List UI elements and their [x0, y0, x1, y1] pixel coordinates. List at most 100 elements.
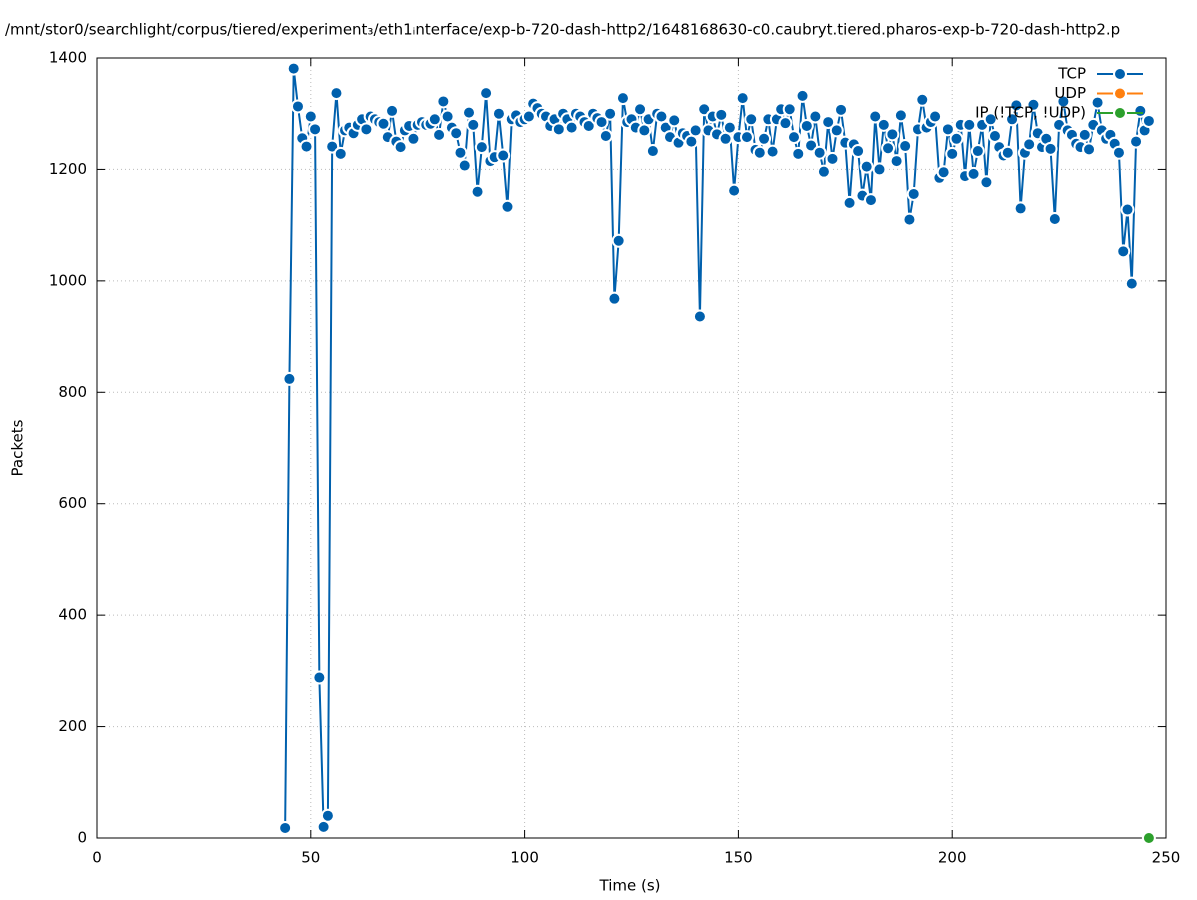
data-point — [290, 99, 305, 114]
data-point — [611, 233, 626, 248]
y-tick-label: 0 — [77, 829, 87, 847]
data-point — [688, 123, 703, 138]
data-point — [303, 109, 318, 124]
data-point — [1077, 127, 1092, 142]
x-tick-label: 50 — [301, 849, 320, 867]
data-point — [521, 109, 536, 124]
data-point — [928, 109, 943, 124]
data-point — [795, 88, 810, 103]
data-point — [881, 141, 896, 156]
data-point — [1026, 97, 1041, 112]
data-point — [474, 140, 489, 155]
data-point — [1056, 94, 1071, 109]
data-point — [1047, 212, 1062, 227]
data-point — [1133, 103, 1148, 118]
data-point — [727, 183, 742, 198]
data-point — [376, 116, 391, 131]
data-point — [470, 184, 485, 199]
data-point — [949, 131, 964, 146]
data-point — [1005, 112, 1020, 127]
data-point — [739, 130, 754, 145]
data-point — [1000, 145, 1015, 160]
data-point — [851, 144, 866, 159]
data-point — [453, 145, 468, 160]
data-point — [808, 109, 823, 124]
data-point — [829, 123, 844, 138]
data-point — [757, 131, 772, 146]
data-point — [607, 291, 622, 306]
legend-label: IP (!TCP, !UDP) — [975, 104, 1086, 122]
data-point — [333, 146, 348, 161]
legend-marker — [1113, 106, 1127, 120]
data-point — [799, 118, 814, 133]
data-point — [714, 107, 729, 122]
data-point — [359, 122, 374, 137]
data-point — [816, 164, 831, 179]
data-point — [863, 193, 878, 208]
legend-marker — [1113, 67, 1127, 81]
data-point — [427, 112, 442, 127]
data-point — [308, 122, 323, 137]
y-tick-label: 1200 — [49, 160, 87, 178]
x-tick-label: 0 — [92, 849, 102, 867]
data-point — [834, 102, 849, 117]
data-point — [462, 105, 477, 120]
data-point — [551, 122, 566, 137]
data-point — [812, 145, 827, 160]
data-point — [1124, 276, 1139, 291]
data-point — [1120, 202, 1135, 217]
data-point — [406, 131, 421, 146]
data-point — [457, 158, 472, 173]
y-tick-label: 1400 — [49, 49, 87, 67]
data-point — [744, 112, 759, 127]
data-point — [1043, 141, 1058, 156]
data-point — [825, 151, 840, 166]
data-point — [393, 140, 408, 155]
data-point — [945, 146, 960, 161]
data-point — [915, 92, 930, 107]
data-point — [329, 86, 344, 101]
data-point — [500, 199, 515, 214]
y-tick-label: 400 — [58, 606, 87, 624]
data-point — [1141, 831, 1156, 845]
chart-title: /mnt/stor0/searchlight/corpus/tiered/exp… — [5, 21, 1120, 39]
data-point — [885, 127, 900, 142]
data-point — [898, 139, 913, 154]
data-point — [1022, 137, 1037, 152]
legend-label: UDP — [1054, 84, 1086, 102]
data-point — [906, 186, 921, 201]
data-point — [667, 113, 682, 128]
data-point — [564, 120, 579, 135]
data-point — [1009, 98, 1024, 113]
data-point — [312, 670, 327, 685]
series-line — [284, 68, 1150, 828]
data-point — [821, 115, 836, 130]
x-tick-label: 100 — [510, 849, 539, 867]
data-point — [936, 165, 951, 180]
data-point — [466, 117, 481, 132]
data-point — [859, 159, 874, 174]
data-point — [581, 118, 596, 133]
data-point — [491, 106, 506, 121]
data-point — [282, 371, 297, 386]
data-point — [299, 139, 314, 154]
data-point — [1082, 142, 1097, 157]
data-point — [1141, 113, 1156, 128]
data-point — [966, 166, 981, 181]
plot-frame — [96, 57, 1167, 839]
data-point — [286, 61, 301, 76]
data-point — [979, 175, 994, 190]
data-point — [385, 103, 400, 118]
data-point — [598, 129, 613, 143]
y-tick-label: 200 — [58, 717, 87, 735]
data-point — [940, 122, 955, 137]
data-point — [1129, 134, 1144, 149]
x-tick-label: 200 — [938, 849, 967, 867]
data-point — [432, 127, 447, 142]
data-point — [876, 117, 891, 132]
y-axis-label: Packets — [9, 419, 27, 476]
data-point — [1116, 244, 1131, 259]
y-tick-label: 1000 — [49, 271, 87, 289]
